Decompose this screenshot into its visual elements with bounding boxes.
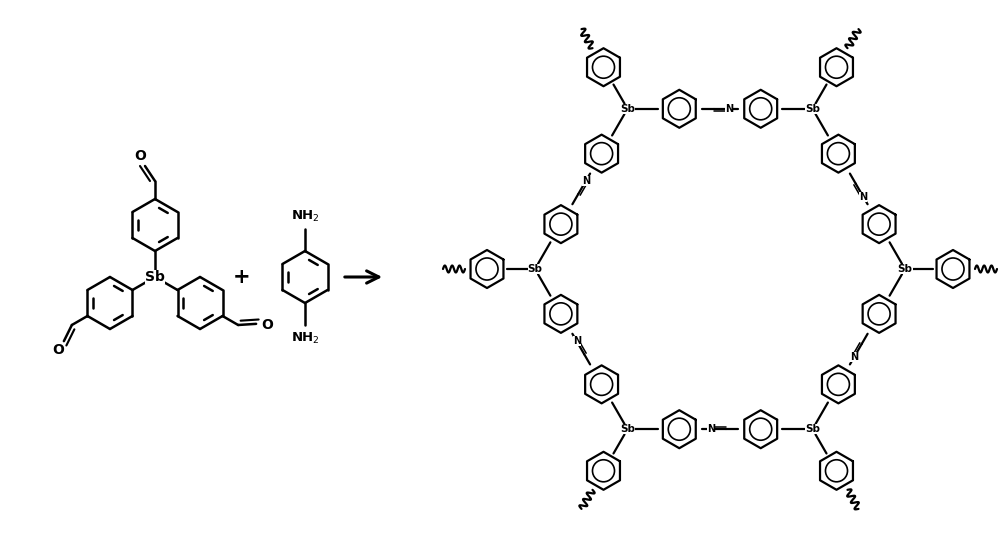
Text: Sb: Sb <box>805 104 820 114</box>
Text: N: N <box>859 192 867 202</box>
Text: Sb: Sb <box>620 424 635 434</box>
Text: Sb: Sb <box>145 270 165 284</box>
Text: N: N <box>582 176 590 186</box>
Text: N: N <box>725 104 733 114</box>
Text: +: + <box>233 267 251 287</box>
Text: Sb: Sb <box>528 264 542 274</box>
Text: N: N <box>573 336 581 347</box>
Text: Sb: Sb <box>805 424 820 434</box>
Text: NH$_2$: NH$_2$ <box>291 209 319 224</box>
Text: O: O <box>134 149 146 163</box>
Text: O: O <box>261 317 273 331</box>
Text: Sb: Sb <box>620 104 635 114</box>
Text: N: N <box>850 352 858 362</box>
Text: NH$_2$: NH$_2$ <box>291 330 319 345</box>
Text: O: O <box>52 343 64 357</box>
Text: Sb: Sb <box>898 264 913 274</box>
Text: N: N <box>707 424 715 434</box>
